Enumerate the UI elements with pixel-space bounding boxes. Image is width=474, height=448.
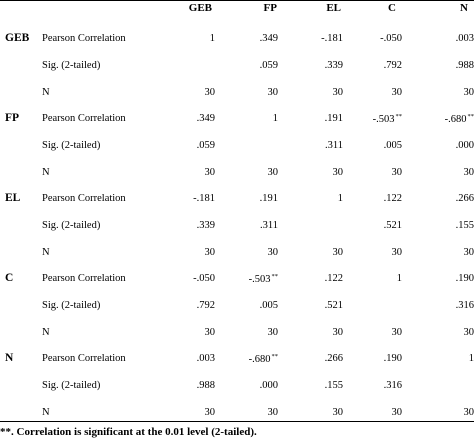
table-cell: 30 <box>332 167 344 178</box>
table-cell: .339 <box>196 220 215 231</box>
stat-label-sig: Sig. (2-tailed) <box>42 380 101 391</box>
table-cell: 30 <box>463 87 474 98</box>
table-cell: .521 <box>324 300 343 311</box>
table-cell: .003 <box>196 353 215 364</box>
table-cell: 1 <box>209 33 215 44</box>
column-header-c: C <box>388 2 396 14</box>
table-cell: .122 <box>383 193 402 204</box>
row-variable-c: C <box>5 272 14 284</box>
table-cell: 30 <box>332 407 344 418</box>
column-header-geb: GEB <box>188 2 212 14</box>
stat-label-sig: Sig. (2-tailed) <box>42 140 101 151</box>
table-cell: -.181 <box>321 33 343 44</box>
row-variable-geb: GEB <box>5 32 30 44</box>
table-cell: .339 <box>324 60 343 71</box>
table-cell: 30 <box>391 87 403 98</box>
table-cell: 30 <box>332 327 344 338</box>
stat-label-n: N <box>42 167 50 178</box>
table-cell: .155 <box>455 220 474 231</box>
stat-label-n: N <box>42 87 50 98</box>
table-cell: -.050 <box>193 273 215 284</box>
table-cell: -.181 <box>193 193 215 204</box>
table-cell: 30 <box>391 407 403 418</box>
table-cell: 30 <box>463 327 474 338</box>
table-cell: .191 <box>259 193 278 204</box>
table-bottom-rule <box>0 421 474 422</box>
table-cell: 30 <box>332 87 344 98</box>
table-cell: 1 <box>272 113 278 124</box>
table-cell: -.050 <box>380 33 402 44</box>
table-cell: 30 <box>204 247 216 258</box>
table-cell: .266 <box>455 193 474 204</box>
table-cell: .059 <box>196 140 215 151</box>
row-variable-n: N <box>5 352 14 364</box>
stat-label-pearson: Pearson Correlation <box>42 273 126 284</box>
stat-label-pearson: Pearson Correlation <box>42 113 126 124</box>
table-top-rule <box>0 0 474 1</box>
table-cell: -.680** <box>248 353 278 365</box>
stat-label-n: N <box>42 327 50 338</box>
table-cell: 30 <box>267 167 279 178</box>
table-cell: .190 <box>383 353 402 364</box>
table-cell: .311 <box>260 220 278 231</box>
table-cell: 1 <box>396 273 402 284</box>
table-cell: .266 <box>324 353 343 364</box>
table-cell: .155 <box>324 380 343 391</box>
table-cell: .000 <box>259 380 278 391</box>
table-cell: -.503** <box>248 273 278 285</box>
table-cell: 30 <box>204 87 216 98</box>
table-cell: .316 <box>383 380 402 391</box>
table-cell: 1 <box>468 353 474 364</box>
stat-label-sig: Sig. (2-tailed) <box>42 60 101 71</box>
footnote: **. Correlation is significant at the 0.… <box>0 426 257 438</box>
row-variable-el: EL <box>5 192 21 204</box>
table-cell: .792 <box>383 60 402 71</box>
table-cell: .988 <box>196 380 215 391</box>
table-cell: .988 <box>455 60 474 71</box>
table-cell: 1 <box>337 193 343 204</box>
table-cell: .316 <box>455 300 474 311</box>
table-cell: .003 <box>455 33 474 44</box>
table-cell: 30 <box>267 247 279 258</box>
table-cell: 30 <box>204 167 216 178</box>
row-variable-fp: FP <box>5 112 20 124</box>
table-cell: 30 <box>391 247 403 258</box>
table-cell: .311 <box>325 140 343 151</box>
stat-label-n: N <box>42 247 50 258</box>
table-cell: .122 <box>324 273 343 284</box>
table-cell: 30 <box>204 407 216 418</box>
table-cell: 30 <box>267 87 279 98</box>
table-cell: 30 <box>391 327 403 338</box>
table-cell: .349 <box>196 113 215 124</box>
table-cell: 30 <box>332 247 344 258</box>
stat-label-sig: Sig. (2-tailed) <box>42 220 101 231</box>
table-cell: 30 <box>463 407 474 418</box>
table-cell: 30 <box>267 407 279 418</box>
table-cell: .190 <box>455 273 474 284</box>
stat-label-sig: Sig. (2-tailed) <box>42 300 101 311</box>
table-cell: .000 <box>455 140 474 151</box>
table-cell: -.503** <box>372 113 402 125</box>
table-cell: 30 <box>463 247 474 258</box>
table-cell: 30 <box>267 327 279 338</box>
table-cell: .521 <box>383 220 402 231</box>
table-cell: 30 <box>463 167 474 178</box>
stat-label-n: N <box>42 407 50 418</box>
table-cell: .349 <box>259 33 278 44</box>
table-cell: -.680** <box>444 113 474 125</box>
table-cell: .005 <box>383 140 402 151</box>
stat-label-pearson: Pearson Correlation <box>42 193 126 204</box>
table-cell: .191 <box>324 113 343 124</box>
column-header-fp: FP <box>263 2 277 14</box>
stat-label-pearson: Pearson Correlation <box>42 353 126 364</box>
table-cell: .059 <box>259 60 278 71</box>
table-cell: .792 <box>196 300 215 311</box>
stat-label-pearson: Pearson Correlation <box>42 33 126 44</box>
table-cell: 30 <box>204 327 216 338</box>
table-cell: .005 <box>259 300 278 311</box>
column-header-n: N <box>460 2 468 14</box>
table-cell: 30 <box>391 167 403 178</box>
column-header-el: EL <box>326 2 341 14</box>
